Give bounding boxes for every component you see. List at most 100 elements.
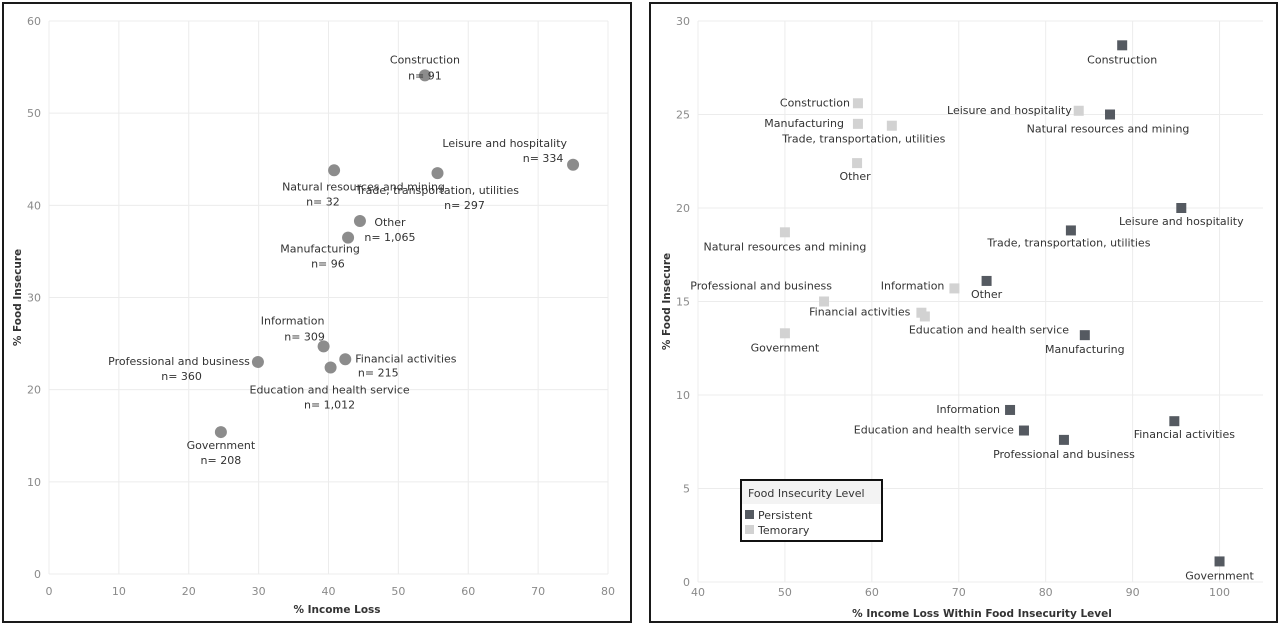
point-n-financial-activities: n= 215 [358, 366, 399, 379]
point-financial-activities [339, 353, 352, 366]
x-tick-label: 50 [391, 585, 405, 598]
point-label-natural-resources-and-mining: Natural resources and mining [282, 180, 445, 193]
legend-swatch-temporary [745, 525, 754, 534]
x-tick-label: 80 [601, 585, 615, 598]
point-n-construction: n= 91 [408, 69, 442, 82]
left-gridlines [48, 20, 609, 575]
point-construction-persistent [1117, 40, 1128, 51]
point-label-manufacturing-persistent: Manufacturing [1045, 343, 1125, 356]
point-construction [418, 69, 431, 82]
x-tick-label: 10 [112, 585, 126, 598]
y-tick-label: 20 [27, 384, 41, 397]
legend-label-persistent: Persistent [758, 509, 813, 522]
legend-label-temporary: Temorary [757, 524, 810, 537]
x-tick-label: 40 [322, 585, 336, 598]
point-manufacturing-persistent [1079, 330, 1090, 341]
point-trade-transportation-utilities [431, 167, 444, 180]
point-label-leisure-and-hospitality-persistent: Leisure and hospitality [1119, 215, 1244, 228]
point-label-government: Government [187, 439, 256, 452]
x-tick-label: 20 [182, 585, 196, 598]
point-label-government-temorary: Government [751, 341, 820, 354]
point-education-and-health-service [324, 361, 337, 374]
x-axis-title: % Income Loss [293, 604, 380, 616]
x-tick-label: 70 [952, 586, 966, 599]
point-label-construction: Construction [390, 53, 460, 66]
y-tick-label: 0 [34, 568, 41, 581]
x-tick-label: 90 [1126, 586, 1140, 599]
point-leisure-and-hospitality-persistent [1176, 203, 1187, 213]
point-n-other: n= 1,065 [364, 231, 415, 244]
point-label-financial-activities-persistent: Financial activities [1134, 428, 1236, 441]
y-tick-label: 15 [676, 296, 690, 309]
point-professional-and-business [251, 356, 264, 369]
point-financial-activities-persistent [1169, 416, 1180, 427]
x-axis-title: % Income Loss Within Food Insecurity Lev… [852, 608, 1112, 620]
y-tick-label: 60 [27, 15, 41, 28]
point-leisure-and-hospitality [567, 158, 580, 171]
point-label-education-and-health-service-persistent: Education and health service [854, 424, 1014, 437]
point-manufacturing [342, 231, 355, 244]
point-government-persistent [1214, 556, 1225, 567]
left-scatter-chart: 0 10 20 30 40 50 60 70 80 0 10 20 30 40 50 60 % Income L… [12, 15, 615, 616]
point-n-information: n= 309 [284, 330, 325, 343]
point-label-financial-activities-temorary: Financial activities [809, 306, 911, 319]
x-tick-label: 60 [461, 585, 475, 598]
point-information-temorary [949, 283, 960, 294]
point-label-trade-transportation-utilities-temorary: Trade, transportation, utilities [781, 133, 945, 146]
point-label-financial-activities: Financial activities [355, 352, 457, 365]
point-label-education-and-health-service: Education and health service [250, 384, 410, 397]
point-label-professional-and-business-temorary: Professional and business [690, 280, 832, 293]
point-label-information-persistent: Information [936, 403, 1000, 416]
point-natural-resources-and-mining-persistent [1105, 109, 1116, 120]
y-axis-title: % Food Insecure [661, 253, 673, 350]
y-tick-label: 30 [27, 292, 41, 305]
point-government [214, 426, 227, 439]
x-tick-label: 40 [691, 586, 705, 599]
x-tick-label: 30 [252, 585, 266, 598]
legend-swatch-persistent [745, 510, 754, 519]
point-manufacturing-temorary [852, 118, 863, 129]
point-n-education-and-health-service: n= 1,012 [304, 399, 355, 412]
point-n-professional-and-business: n= 360 [161, 370, 202, 383]
point-label-manufacturing: Manufacturing [280, 243, 360, 256]
right-chart-panel: 40 50 60 70 80 90 100 0 5 10 15 20 25 30 % Income Loss… [649, 2, 1278, 623]
point-leisure-and-hospitality-temorary [1073, 105, 1084, 116]
point-trade-transportation-utilities-temorary [886, 120, 897, 131]
y-tick-label: 10 [27, 476, 41, 489]
point-label-trade-transportation-utilities-persistent: Trade, transportation, utilities [986, 236, 1150, 249]
point-label-construction-persistent: Construction [1087, 53, 1157, 66]
right-scatter-chart: 40 50 60 70 80 90 100 0 5 10 15 20 25 30 % Income Loss… [661, 15, 1263, 620]
point-natural-resources-and-mining [328, 164, 341, 177]
point-label-manufacturing-temorary: Manufacturing [764, 117, 844, 130]
point-n-trade-transportation-utilities: n= 297 [444, 199, 485, 212]
x-tick-label: 80 [1039, 586, 1053, 599]
y-tick-label: 0 [683, 576, 690, 589]
point-label-professional-and-business: Professional and business [108, 355, 250, 368]
y-tick-label: 10 [676, 389, 690, 402]
point-trade-transportation-utilities-persistent [1065, 225, 1076, 236]
left-chart-panel: 0 10 20 30 40 50 60 70 80 0 10 20 30 40 50 60 % Income L… [2, 2, 632, 623]
point-n-manufacturing: n= 96 [311, 258, 345, 271]
point-information [317, 340, 330, 353]
point-label-leisure-and-hospitality: Leisure and hospitality [442, 137, 567, 150]
x-tick-label: 50 [778, 586, 792, 599]
point-label-other-persistent: Other [971, 288, 1003, 301]
point-other [353, 215, 366, 228]
point-professional-and-business-temorary [819, 296, 830, 307]
point-education-and-health-service-persistent [1018, 425, 1029, 436]
y-tick-label: 40 [27, 199, 41, 212]
point-professional-and-business-persistent [1058, 434, 1069, 445]
point-other-persistent [981, 275, 992, 286]
point-label-information: Information [261, 314, 325, 327]
y-tick-label: 50 [27, 107, 41, 120]
point-n-leisure-and-hospitality: n= 334 [523, 152, 564, 165]
y-tick-label: 5 [683, 483, 690, 496]
point-label-professional-and-business-persistent: Professional and business [993, 448, 1135, 461]
x-tick-label: 100 [1209, 586, 1230, 599]
legend-header [742, 481, 881, 504]
x-tick-label: 0 [46, 585, 53, 598]
point-label-other-temorary: Other [839, 170, 871, 183]
point-label-natural-resources-and-mining-persistent: Natural resources and mining [1027, 123, 1190, 136]
point-information-persistent [1005, 404, 1016, 415]
point-n-government: n= 208 [201, 454, 242, 467]
